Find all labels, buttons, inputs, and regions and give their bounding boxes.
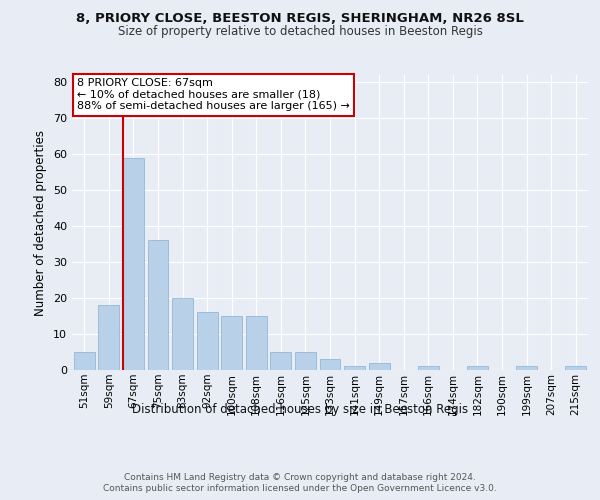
Text: Contains HM Land Registry data © Crown copyright and database right 2024.
Contai: Contains HM Land Registry data © Crown c… bbox=[103, 472, 497, 494]
Text: Size of property relative to detached houses in Beeston Regis: Size of property relative to detached ho… bbox=[118, 25, 482, 38]
Text: 8, PRIORY CLOSE, BEESTON REGIS, SHERINGHAM, NR26 8SL: 8, PRIORY CLOSE, BEESTON REGIS, SHERINGH… bbox=[76, 12, 524, 26]
Text: Distribution of detached houses by size in Beeston Regis: Distribution of detached houses by size … bbox=[132, 402, 468, 415]
Bar bbox=[467, 366, 488, 370]
Bar bbox=[246, 316, 267, 370]
Bar bbox=[368, 363, 389, 370]
Bar bbox=[271, 352, 292, 370]
Bar bbox=[148, 240, 169, 370]
Bar bbox=[344, 366, 365, 370]
Bar bbox=[516, 366, 537, 370]
Bar bbox=[418, 366, 439, 370]
Bar bbox=[98, 305, 119, 370]
Bar bbox=[123, 158, 144, 370]
Bar bbox=[565, 366, 586, 370]
Bar bbox=[221, 316, 242, 370]
Text: 8 PRIORY CLOSE: 67sqm
← 10% of detached houses are smaller (18)
88% of semi-deta: 8 PRIORY CLOSE: 67sqm ← 10% of detached … bbox=[77, 78, 350, 111]
Bar bbox=[295, 352, 316, 370]
Y-axis label: Number of detached properties: Number of detached properties bbox=[34, 130, 47, 316]
Bar bbox=[320, 359, 340, 370]
Bar bbox=[197, 312, 218, 370]
Bar bbox=[74, 352, 95, 370]
Bar bbox=[172, 298, 193, 370]
